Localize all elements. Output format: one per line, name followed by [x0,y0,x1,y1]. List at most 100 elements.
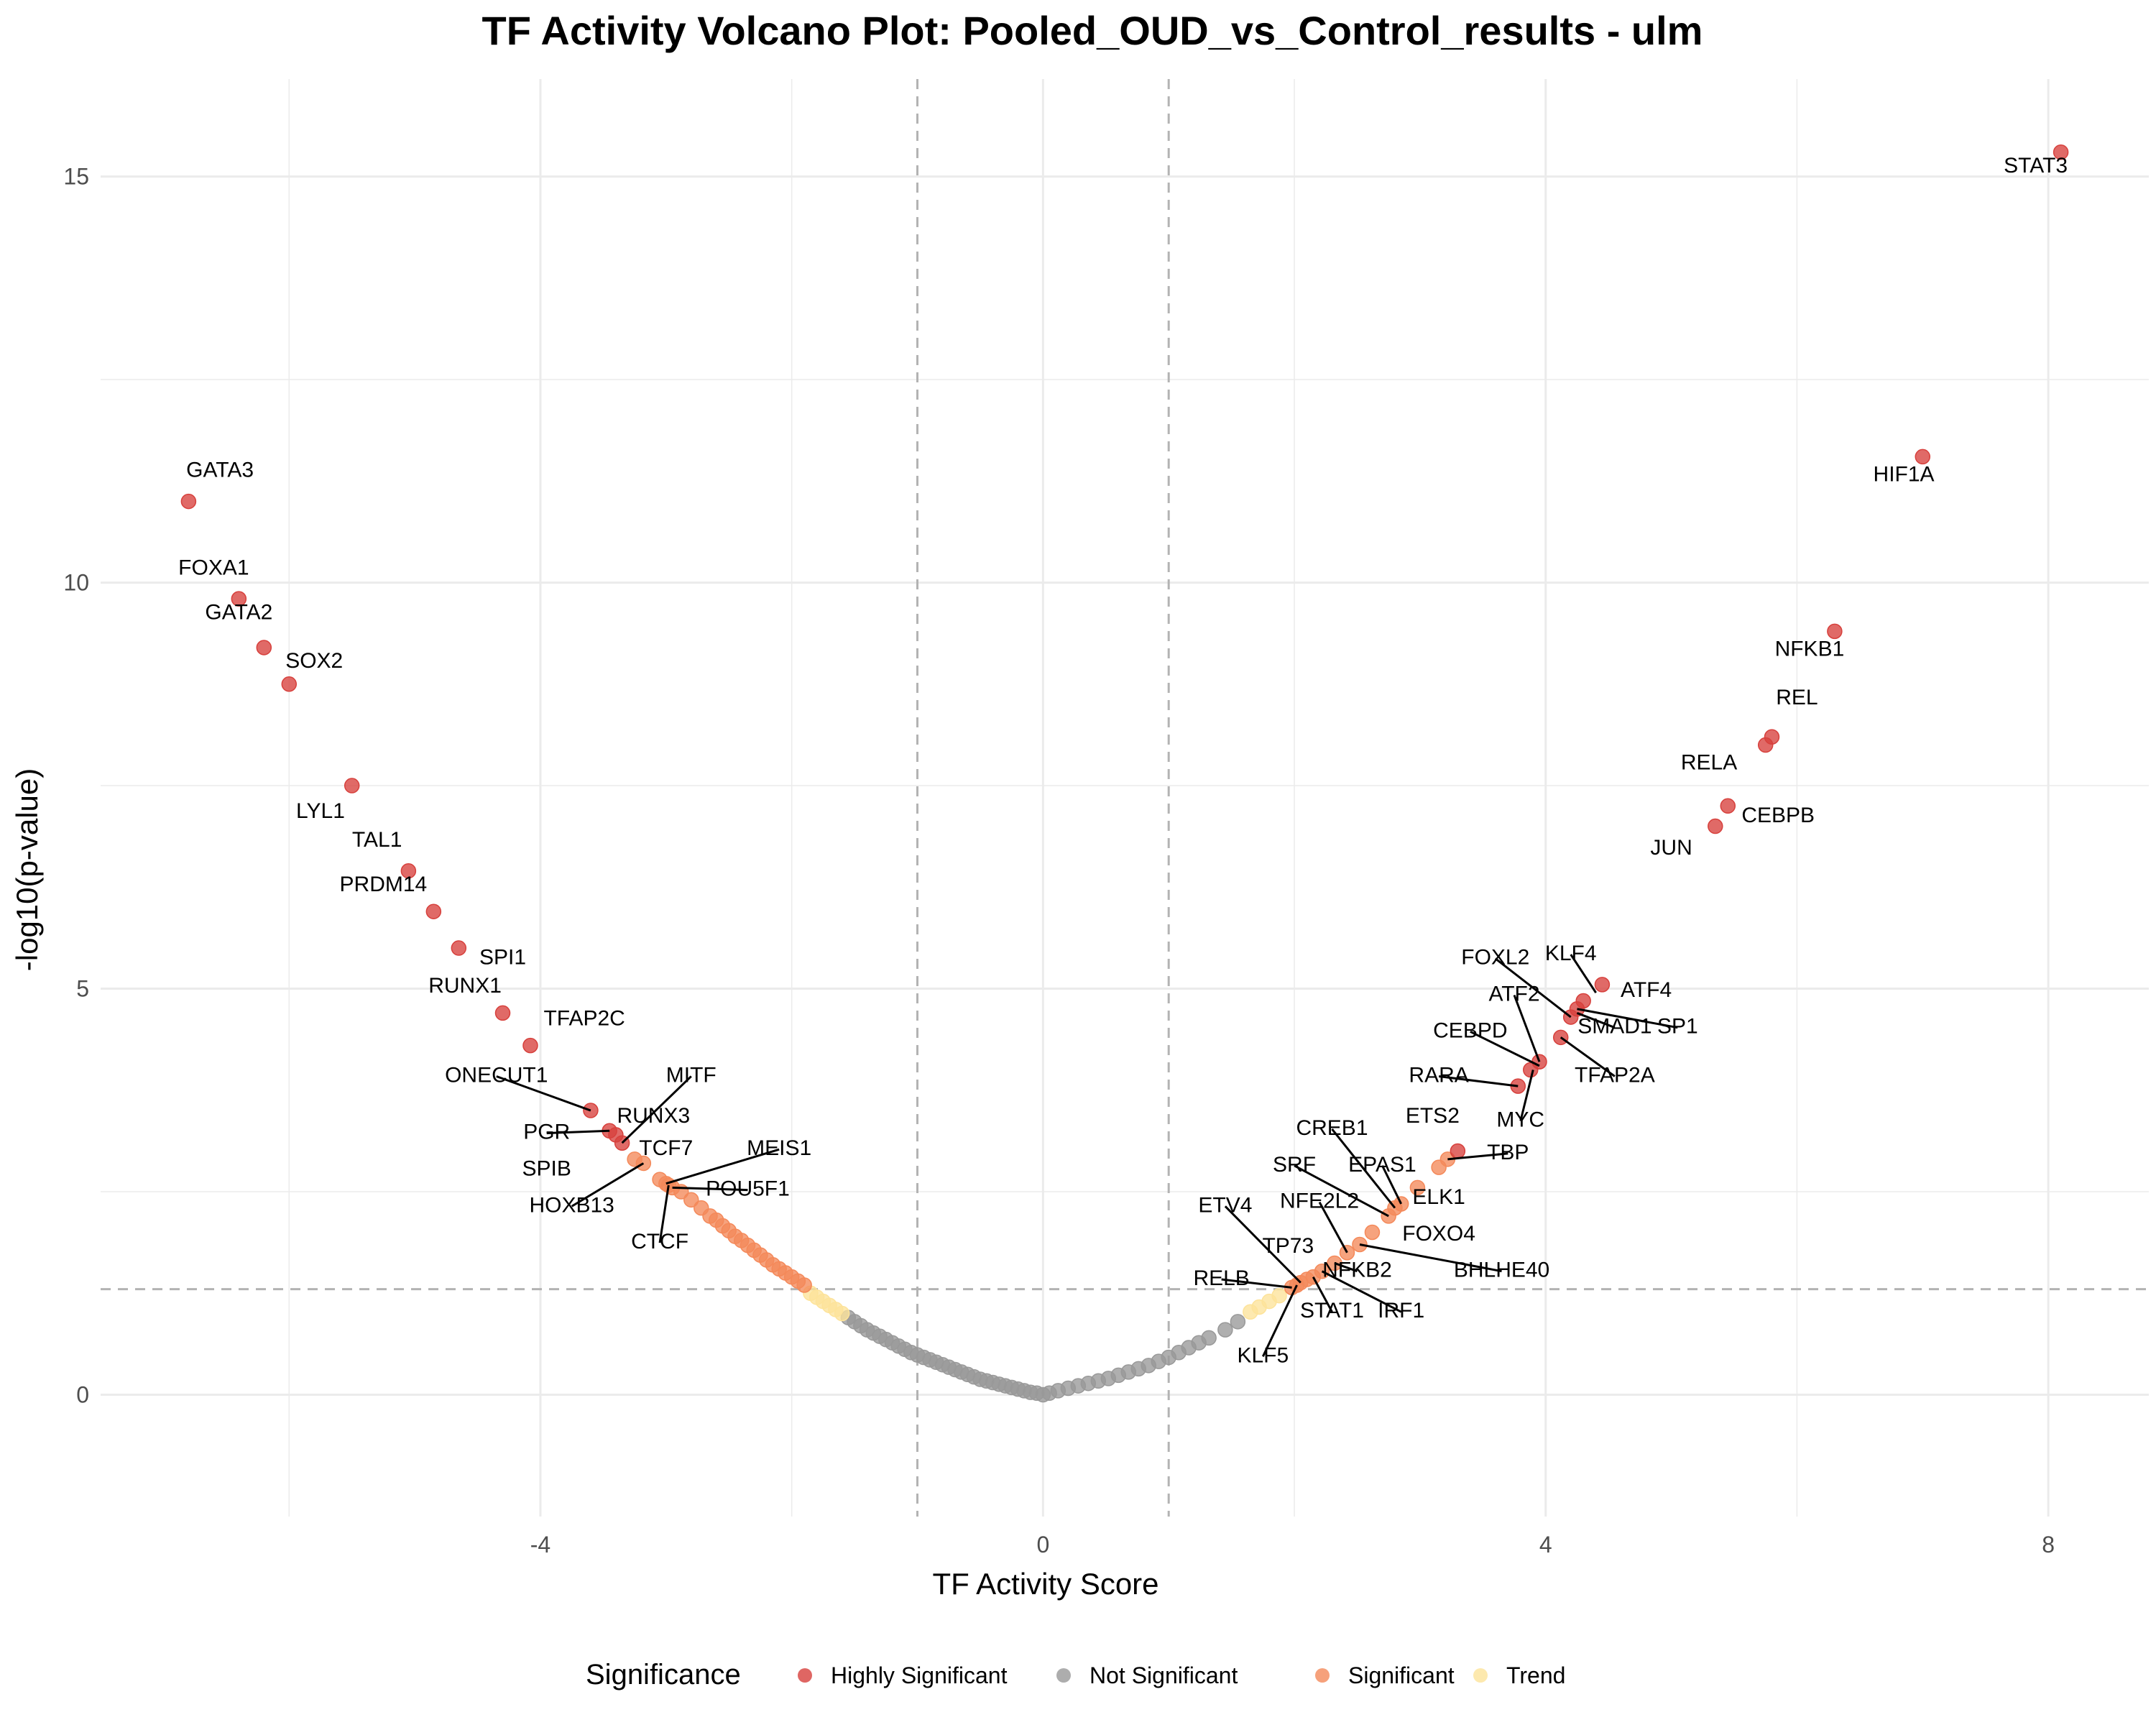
label-leader-line [1294,1164,1389,1218]
point-label: POU5F1 [706,1177,790,1201]
label-leader-line [1261,1284,1298,1357]
label-leader-line [1513,994,1541,1062]
label-leader-line [1321,1270,1402,1313]
label-leader-line [1334,1262,1358,1273]
data-point [494,1005,511,1021]
data-point [1201,1330,1217,1346]
point-label: KLF4 [1545,942,1597,965]
data-point [231,591,247,607]
label-leader-line [1519,1070,1534,1121]
point-label: NFKB2 [1322,1259,1392,1282]
label-leader-line [546,1129,610,1135]
legend-key [1056,1668,1071,1683]
label-leader-line [1438,1075,1519,1087]
chart-title: TF Activity Volcano Plot: Pooled_OUD_vs_… [482,8,1703,53]
point-label: ETS2 [1406,1104,1460,1128]
label-leader-line [1576,1012,1616,1029]
point-label: SMAD1 [1577,1015,1651,1039]
data-point [1271,1287,1287,1304]
legend-key [798,1668,812,1683]
point-label: FOXO4 [1402,1222,1475,1246]
point-label: SOX2 [285,649,343,673]
point-label: PRDM14 [340,873,428,896]
data-points [180,144,2069,1403]
data-point [1757,737,1774,753]
data-point [1720,798,1736,814]
label-leader-line [1577,1008,1678,1029]
point-label: SP1 [1657,1015,1698,1039]
point-label: CREB1 [1296,1116,1368,1140]
data-point [281,676,298,692]
point-label: SRF [1273,1153,1316,1177]
point-label: NFKB1 [1775,637,1845,661]
point-label: ONECUT1 [445,1063,548,1087]
point-label: HIF1A [1874,462,1935,486]
point-label: TP73 [1262,1234,1314,1258]
point-label: STAT1 [1300,1299,1364,1322]
label-leader-line [1224,1205,1302,1284]
label-leader-line [672,1186,748,1192]
point-labels: STAT3 HIF1A NFKB1 REL RELA CEBPB JUN KLF4 FOXL2 A… [178,154,2068,1367]
legend-label: Highly Significant [831,1662,1008,1688]
data-point [683,1192,699,1208]
point-label: RARA [1409,1063,1468,1087]
point-label: MEIS1 [747,1136,811,1160]
label-leader-line [1570,954,1597,994]
data-point [400,862,417,879]
point-label: RUNX3 [617,1104,690,1128]
legend-label: Not Significant [1089,1662,1238,1688]
point-label: ATF2 [1488,982,1539,1006]
legend-title: Significance [586,1659,741,1690]
label-leader-line [665,1148,780,1185]
label-leader-line [658,1184,670,1243]
data-point [1450,1143,1466,1159]
legend-key [1473,1668,1488,1683]
data-point [425,903,442,919]
x-tick-label: -4 [530,1532,550,1558]
point-label: ELK1 [1412,1185,1465,1209]
point-label: CEBPB [1741,804,1815,827]
y-tick-label: 10 [63,570,89,596]
label-leader-line [1312,1276,1333,1312]
label-leader-line [1494,957,1572,1018]
legend: Significance Highly Significant Not Signi… [586,1659,1565,1690]
label-leader-line [1560,1036,1616,1077]
label-leader-line [1359,1243,1502,1273]
data-point [1230,1314,1246,1330]
y-axis-title: -log10(p-value) [10,768,44,971]
point-label: FOXA1 [178,556,249,579]
point-label: TFAP2A [1575,1063,1655,1087]
label-leader-line [1381,1165,1403,1205]
data-point [2053,144,2069,160]
point-label: SPIB [522,1156,571,1180]
data-point [522,1037,538,1054]
y-tick-label: 15 [63,164,89,190]
data-point [451,940,467,956]
point-label: IRF1 [1378,1299,1424,1322]
point-label: EPAS1 [1348,1153,1416,1177]
label-leader-line [496,1075,591,1112]
legend-label: Trend [1506,1662,1565,1688]
label-leader-line [1470,1030,1540,1067]
data-point [1827,623,1843,640]
point-label: SPI1 [479,946,526,970]
data-point [180,493,197,510]
point-label: LYL1 [296,799,345,823]
point-label: TCF7 [639,1136,693,1160]
data-point [344,778,360,794]
label-leader-line [1447,1152,1508,1161]
point-label: MYC [1496,1108,1544,1132]
point-label: BHLHE40 [1454,1259,1549,1282]
x-tick-label: 8 [2042,1532,2055,1558]
data-point [1364,1224,1381,1241]
point-label: ATF4 [1621,978,1672,1002]
legend-label: Significant [1348,1662,1455,1688]
point-label: RELB [1193,1266,1249,1290]
label-leader-line [1331,1128,1396,1209]
data-point [834,1305,850,1322]
data-point [1594,977,1611,993]
data-point [1217,1322,1233,1338]
point-label: MITF [666,1063,717,1087]
point-label: TBP [1487,1141,1529,1164]
